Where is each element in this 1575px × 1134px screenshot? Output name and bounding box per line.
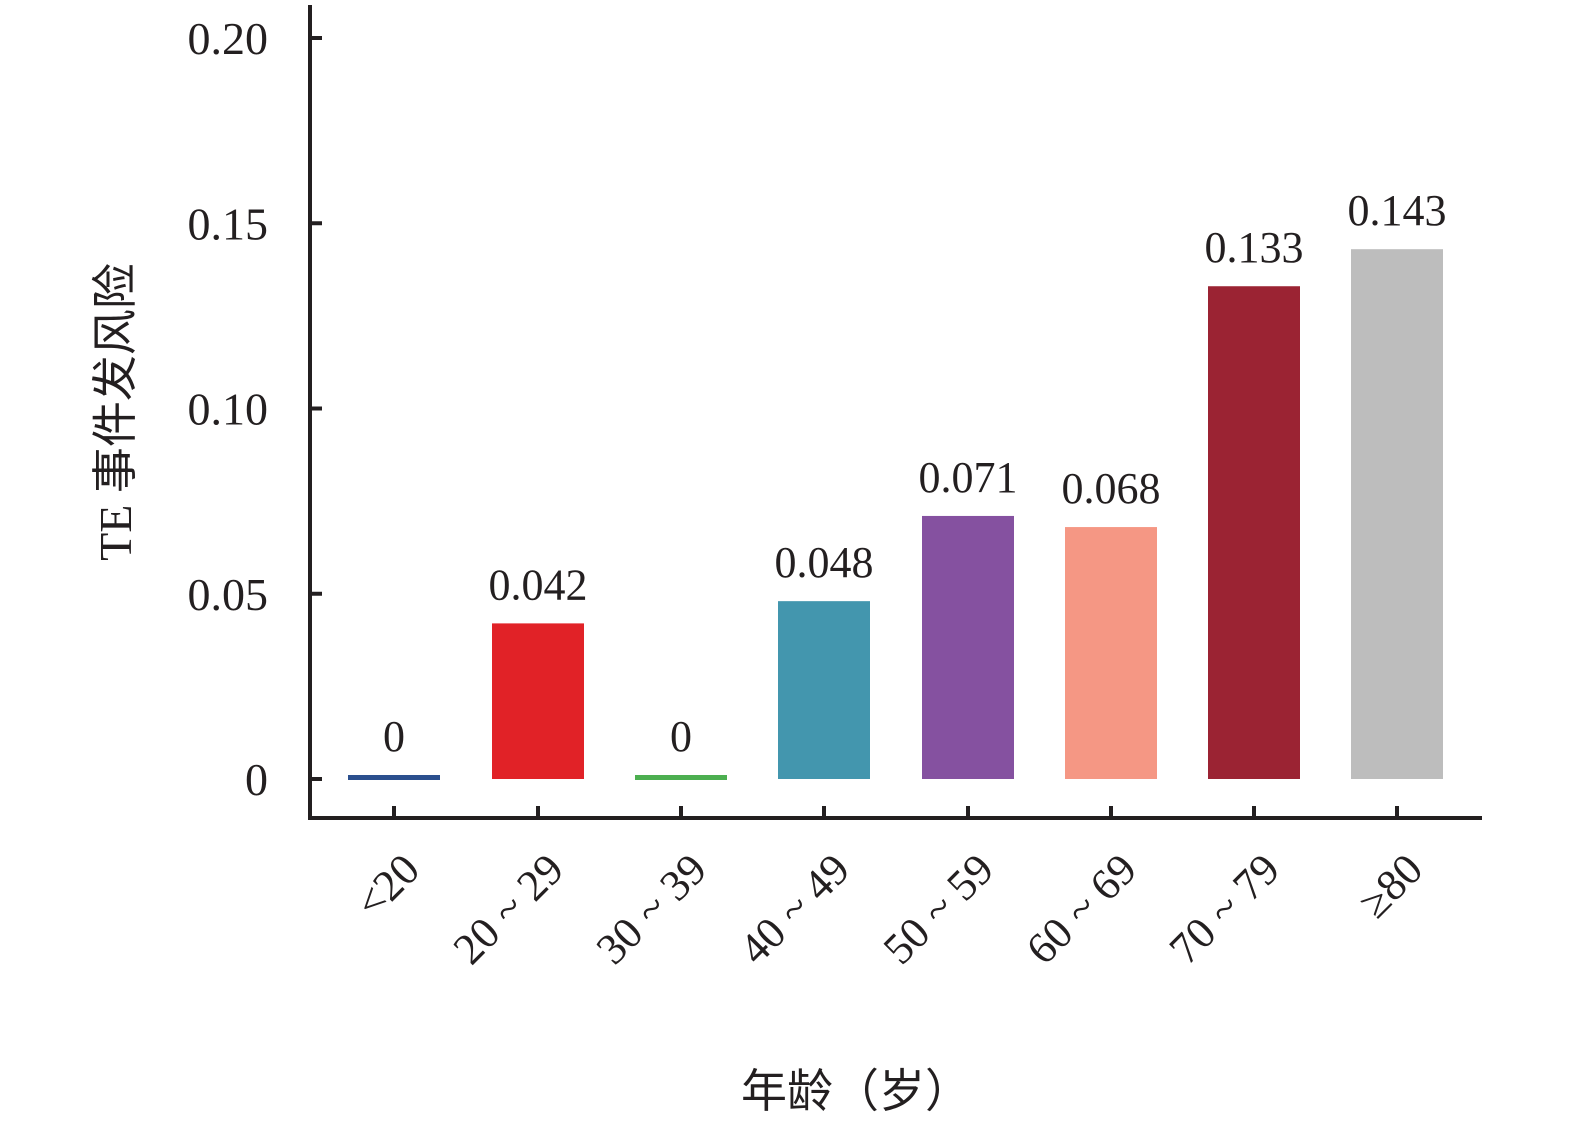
y-tick-label: 0.05 (188, 569, 269, 620)
bar (922, 515, 1014, 779)
x-axis-title: 年龄（岁） (741, 1066, 971, 1117)
y-tick-label: 0.20 (188, 13, 269, 64)
bars (348, 249, 1443, 780)
x-tick-label: 20 ~ 29 (444, 844, 573, 973)
y-axis: 0 0.05 0.10 0.15 0.20 (188, 5, 322, 818)
data-label: 0.042 (489, 560, 588, 609)
y-tick-label: 0 (245, 754, 268, 805)
bar (778, 601, 870, 779)
data-label: 0 (383, 712, 405, 761)
x-tick-label: 50 ~ 59 (874, 844, 1003, 973)
data-label: 0 (670, 712, 692, 761)
bar (1208, 286, 1300, 779)
bar (1351, 249, 1443, 779)
y-axis-title: TE 事件发风险 (90, 263, 141, 561)
x-axis (308, 806, 1482, 820)
data-labels: 0 0.042 0 0.048 0.071 0.068 0.133 0.143 (383, 186, 1447, 761)
data-label: 0.068 (1062, 464, 1161, 513)
x-tick-label: <20 (346, 844, 429, 927)
x-tick-label: ≥80 (1349, 844, 1432, 927)
bar (492, 623, 584, 779)
x-tick-label: 60 ~ 69 (1017, 844, 1146, 973)
x-tick-label: 30 ~ 39 (587, 844, 716, 973)
bar (1065, 527, 1157, 779)
bar (348, 775, 440, 780)
y-tick-label: 0.15 (188, 198, 269, 249)
category-labels: <20 20 ~ 29 30 ~ 39 40 ~ 49 50 ~ 59 60 ~ 69 70… (346, 844, 1432, 973)
data-label: 0.133 (1205, 223, 1304, 272)
data-label: 0.143 (1348, 186, 1447, 235)
x-tick-label: 70 ~ 79 (1160, 844, 1289, 973)
data-label: 0.048 (775, 538, 874, 587)
data-label: 0.071 (919, 453, 1018, 502)
y-tick-label: 0.10 (188, 384, 269, 435)
x-tick-label: 40 ~ 49 (730, 844, 859, 973)
bar (635, 775, 727, 780)
